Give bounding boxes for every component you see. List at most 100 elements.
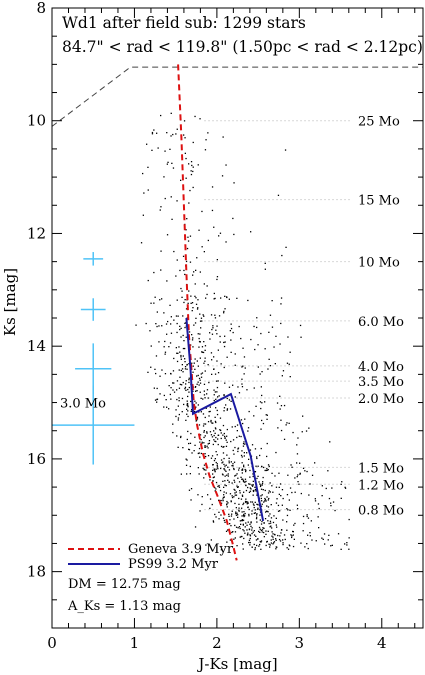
data-point <box>188 386 190 389</box>
data-point <box>275 517 277 519</box>
data-point <box>170 112 172 114</box>
data-point <box>261 494 263 496</box>
data-point <box>242 365 244 367</box>
data-point <box>181 296 183 298</box>
data-point <box>218 484 220 487</box>
data-point <box>251 485 254 487</box>
data-point <box>184 386 187 388</box>
data-point <box>151 131 154 134</box>
mass-label: 10 Mo <box>358 256 400 271</box>
data-point <box>277 534 279 537</box>
data-point <box>238 510 240 512</box>
data-point <box>226 541 228 543</box>
data-point <box>205 455 207 458</box>
data-point <box>223 310 225 313</box>
data-point <box>151 133 154 135</box>
data-point <box>184 368 187 370</box>
data-point <box>213 399 215 402</box>
data-point <box>226 454 228 456</box>
data-point <box>243 455 245 457</box>
data-point <box>234 489 236 491</box>
data-point <box>252 489 254 492</box>
data-point <box>163 406 165 408</box>
data-point <box>187 395 189 398</box>
data-point <box>182 255 185 257</box>
data-point <box>204 370 206 372</box>
data-point <box>217 438 219 440</box>
data-point <box>151 149 153 151</box>
data-point <box>201 246 203 248</box>
data-point <box>262 466 265 469</box>
data-point <box>228 457 230 459</box>
data-point <box>269 314 272 316</box>
limit-line <box>51 66 423 127</box>
data-point <box>223 457 225 460</box>
data-point <box>268 358 270 360</box>
data-point <box>280 429 283 432</box>
data-point <box>212 443 214 446</box>
data-point <box>211 436 214 438</box>
data-point <box>230 525 232 527</box>
data-point <box>200 411 202 413</box>
data-point <box>255 465 257 467</box>
data-point <box>215 436 217 439</box>
data-point <box>271 326 274 328</box>
data-point <box>235 474 237 476</box>
data-point <box>224 484 226 486</box>
data-point <box>198 424 201 426</box>
data-point <box>271 485 273 487</box>
data-point <box>216 454 218 456</box>
data-point <box>251 527 253 529</box>
data-point <box>214 440 216 442</box>
data-point <box>296 504 298 506</box>
data-point <box>330 502 332 504</box>
data-point <box>256 544 258 547</box>
data-point <box>270 517 273 519</box>
data-point <box>246 503 248 505</box>
data-point <box>207 364 209 366</box>
data-point <box>253 325 255 328</box>
data-point <box>155 372 157 375</box>
data-point <box>154 399 157 401</box>
data-point <box>240 435 242 438</box>
data-point <box>244 515 246 517</box>
data-point <box>173 391 176 393</box>
data-point <box>244 468 246 471</box>
data-point <box>191 339 194 341</box>
data-point <box>266 496 268 498</box>
data-point <box>283 534 286 536</box>
data-point <box>243 373 245 375</box>
data-point <box>261 531 263 533</box>
data-point <box>258 481 260 483</box>
data-point <box>189 235 192 237</box>
data-point <box>224 435 226 438</box>
data-point <box>231 482 233 484</box>
data-point <box>178 387 181 389</box>
data-point <box>238 497 240 500</box>
data-point <box>242 347 244 349</box>
data-point <box>261 371 263 373</box>
data-point <box>226 397 228 400</box>
data-point <box>202 425 205 427</box>
data-point <box>264 497 266 500</box>
data-point <box>185 464 188 466</box>
data-point <box>344 543 346 545</box>
data-point <box>250 231 252 233</box>
data-point <box>197 452 199 455</box>
data-point <box>280 495 282 497</box>
data-point <box>233 538 235 540</box>
data-point <box>317 516 319 518</box>
data-point <box>207 443 209 445</box>
aks-annotation: A_Ks = 1.13 mag <box>67 599 181 614</box>
data-point <box>260 407 262 410</box>
data-point <box>253 415 255 417</box>
data-point <box>211 503 213 506</box>
data-point <box>214 416 216 418</box>
data-point <box>203 362 205 364</box>
data-point <box>244 443 246 445</box>
data-point <box>200 327 202 329</box>
data-point <box>188 331 191 333</box>
data-point <box>172 431 174 434</box>
data-point <box>156 401 158 403</box>
data-point <box>183 403 185 406</box>
